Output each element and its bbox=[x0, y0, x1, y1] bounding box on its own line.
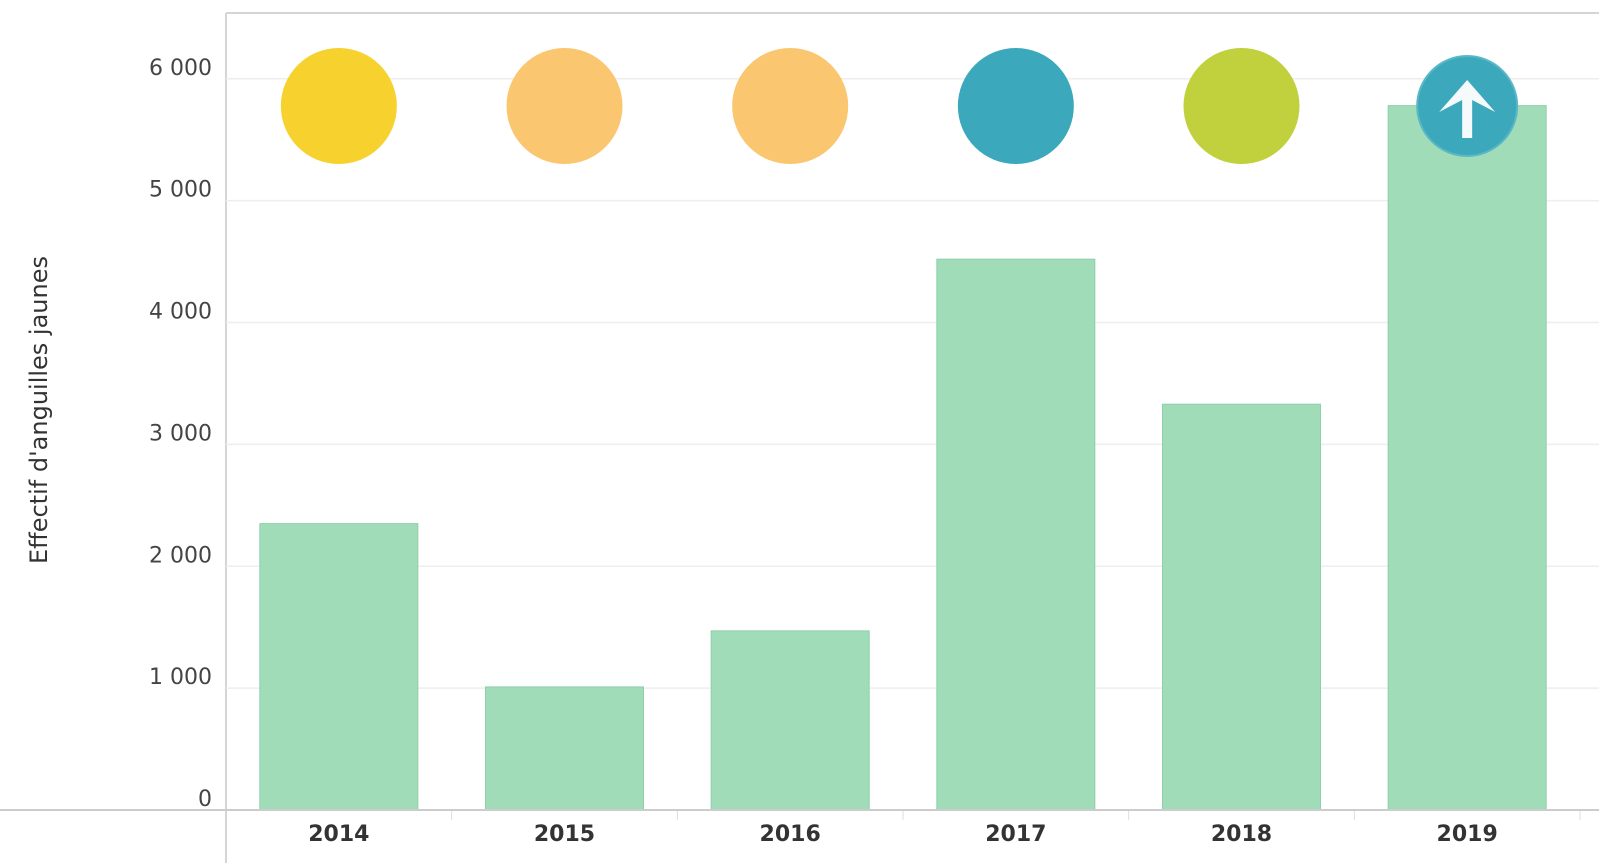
y-tick-label: 4 000 bbox=[149, 300, 212, 325]
indicator-circle bbox=[957, 48, 1074, 164]
y-axis-title: Effectif d'anguilles jaunes bbox=[25, 256, 53, 564]
bar bbox=[1387, 105, 1547, 811]
y-tick-label: 5 000 bbox=[149, 178, 212, 203]
x-tick-label: 2015 bbox=[534, 822, 595, 847]
bar bbox=[710, 630, 870, 811]
bar bbox=[259, 523, 419, 811]
indicator-circle bbox=[280, 48, 397, 164]
x-tick-label: 2016 bbox=[760, 822, 821, 847]
indicator-circle bbox=[506, 48, 623, 164]
y-tick-label: 6 000 bbox=[149, 56, 212, 81]
x-tick-label: 2017 bbox=[985, 822, 1046, 847]
y-tick-label: 2 000 bbox=[149, 543, 212, 568]
bar bbox=[936, 258, 1096, 811]
x-tick-label: 2018 bbox=[1211, 822, 1272, 847]
indicator-circle bbox=[732, 48, 849, 164]
y-tick-label: 0 bbox=[198, 787, 212, 812]
trend-arrow bbox=[1439, 80, 1496, 138]
indicator-circle bbox=[1183, 48, 1300, 164]
bar bbox=[1162, 403, 1321, 811]
x-tick-label: 2019 bbox=[1437, 822, 1498, 847]
bar bbox=[485, 686, 644, 811]
x-tick-label: 2014 bbox=[308, 822, 369, 847]
y-tick-label: 3 000 bbox=[149, 421, 212, 446]
y-tick-label: 1 000 bbox=[149, 665, 212, 690]
